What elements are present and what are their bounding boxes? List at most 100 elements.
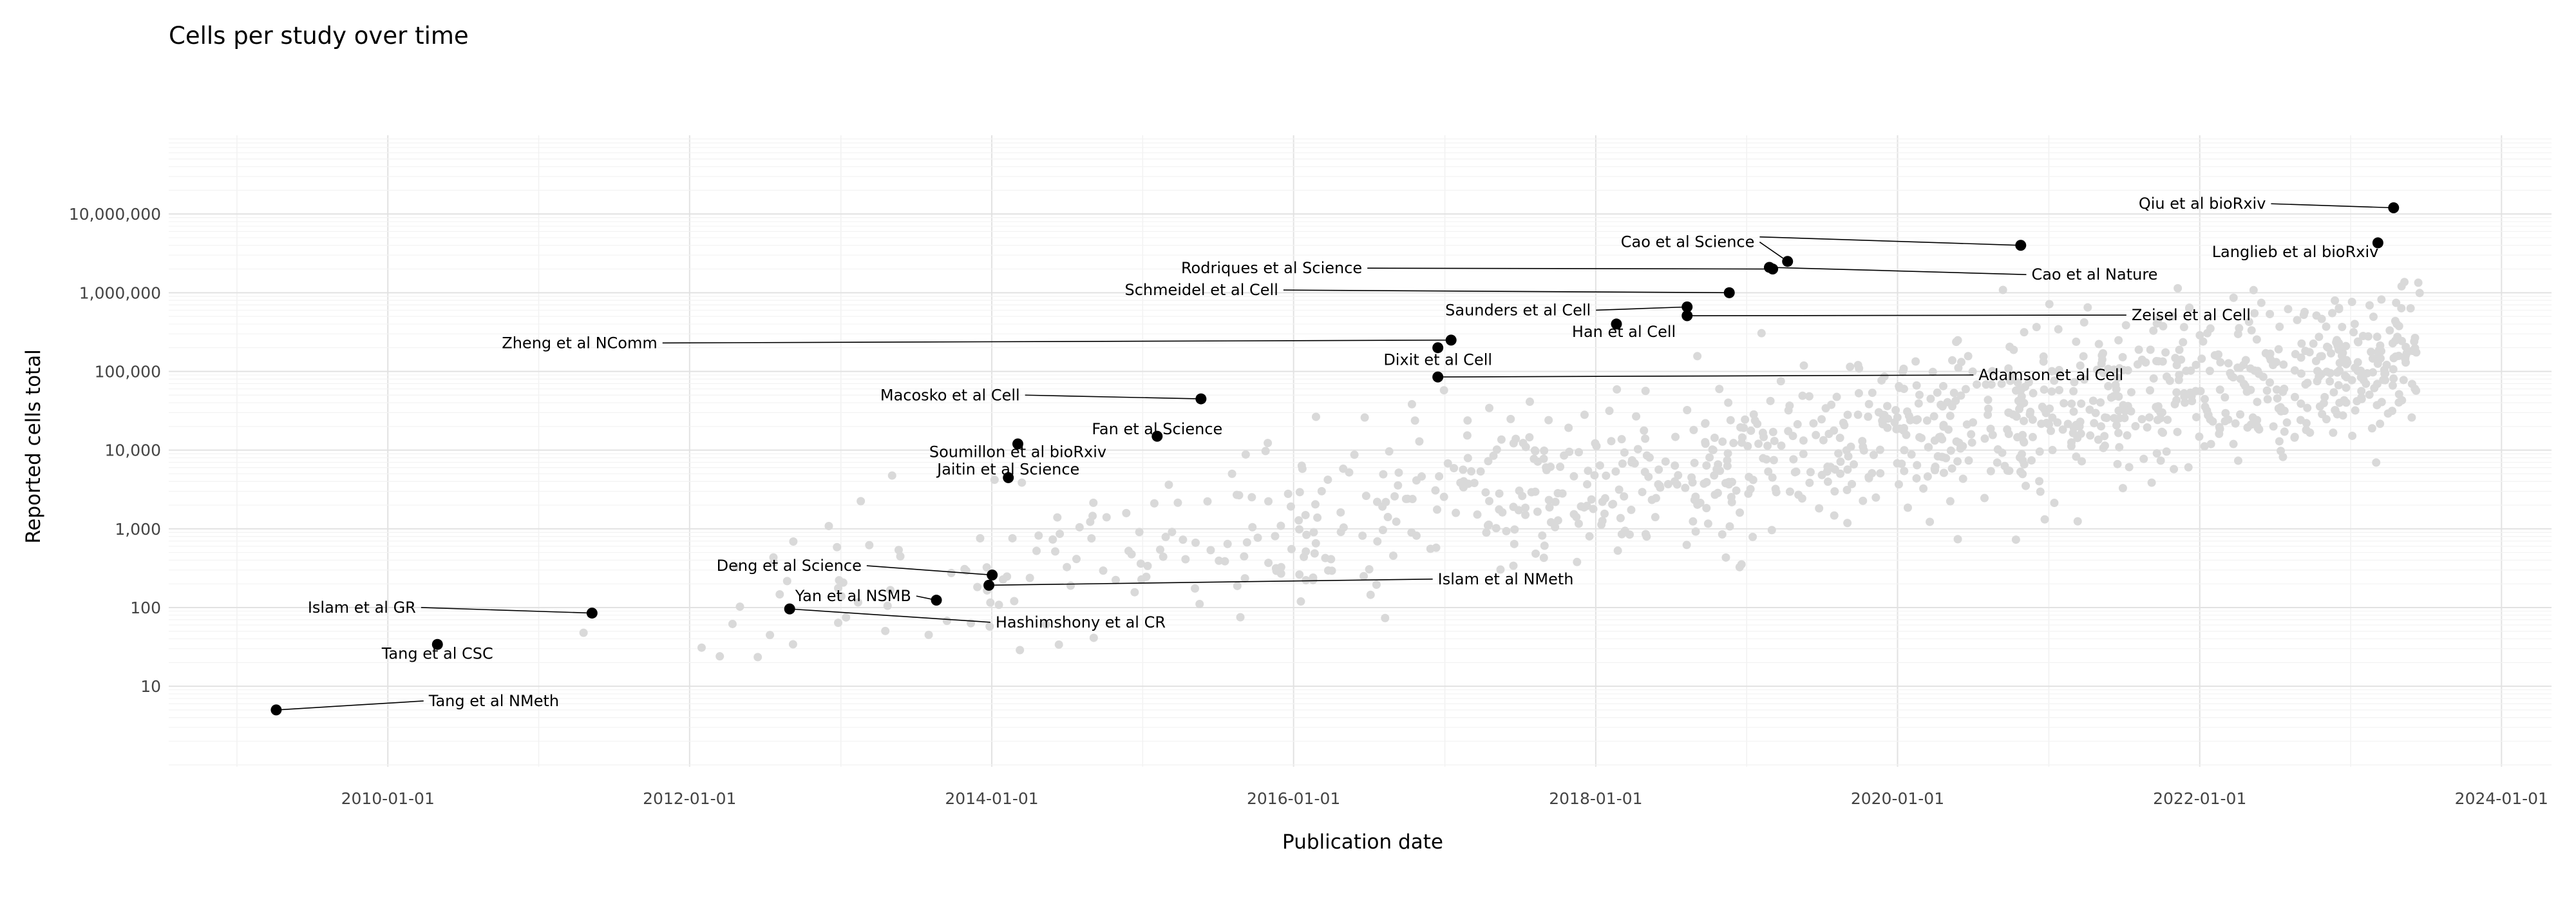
background-point [2210, 350, 2219, 360]
background-point [2326, 369, 2335, 378]
background-point [1689, 517, 1698, 526]
background-point [1911, 357, 1920, 366]
background-point [2137, 415, 2146, 424]
background-point [2069, 428, 2078, 437]
annotation-label: Adamson et al Cell [1978, 366, 2123, 384]
background-point [2253, 367, 2262, 376]
background-point [1764, 467, 1773, 476]
background-point [1008, 533, 1017, 542]
background-point [1933, 388, 1942, 397]
background-point [2104, 365, 2113, 374]
background-point [1848, 479, 1857, 488]
background-point [2215, 385, 2224, 394]
background-point [1533, 507, 1542, 516]
background-point [1732, 486, 1741, 495]
background-point [2154, 357, 2163, 366]
background-point [1072, 555, 1081, 564]
background-point [2195, 331, 2204, 340]
background-point [1276, 569, 1285, 578]
background-point [1793, 420, 1802, 429]
background-point [2252, 335, 2261, 344]
background-point [1967, 438, 1976, 447]
background-point [1087, 534, 1096, 543]
background-point [1235, 491, 1244, 500]
background-point [1892, 425, 1901, 434]
background-point [1877, 376, 1886, 385]
background-point [1701, 419, 1710, 428]
background-point [1754, 439, 1763, 448]
background-point [1573, 557, 1582, 566]
background-point [1715, 385, 1724, 394]
background-point [2206, 415, 2215, 424]
background-point [1739, 423, 1748, 432]
background-point [2221, 417, 2230, 426]
background-point [2257, 298, 2266, 307]
highlighted-point [983, 579, 995, 591]
background-point [1682, 541, 1691, 550]
background-point [2094, 435, 2103, 444]
background-point [1674, 471, 1683, 480]
background-point [2157, 427, 2166, 436]
background-point [2125, 463, 2134, 472]
background-point [1191, 538, 1200, 547]
background-point [2067, 438, 2076, 447]
background-point [1973, 380, 1982, 389]
background-point [2297, 339, 2306, 348]
background-point [2372, 458, 2381, 467]
background-point [1173, 498, 1182, 507]
background-point [1130, 588, 1139, 597]
background-point [1767, 526, 1776, 535]
background-point [1463, 431, 1472, 440]
background-point [1392, 517, 1401, 526]
background-point [1746, 485, 1755, 494]
background-point [2003, 425, 2012, 434]
background-point [1041, 620, 1050, 629]
background-point [1745, 472, 1754, 481]
background-point [2317, 314, 2326, 323]
background-point [1953, 457, 1962, 466]
highlighted-points [270, 202, 2400, 716]
background-point [2399, 376, 2408, 385]
background-point [1919, 484, 1928, 493]
background-point [1951, 396, 1960, 405]
background-point [1164, 480, 1173, 489]
background-point [1864, 399, 1873, 408]
background-point [1868, 389, 1877, 398]
background-point [1799, 361, 1808, 370]
highlighted-point [2372, 237, 2383, 249]
background-point [2003, 466, 2012, 475]
background-point [1595, 461, 1604, 470]
background-point [1884, 414, 1893, 423]
background-point [1264, 559, 1273, 568]
x-tick-label: 2020-01-01 [1851, 789, 1944, 808]
background-point [2231, 419, 2240, 428]
background-point [1401, 494, 1410, 503]
background-point [1915, 390, 1924, 399]
background-point [2273, 394, 2282, 403]
background-point [1276, 521, 1285, 530]
annotation-label: Hashimshony et al CR [996, 613, 1166, 631]
background-point [2280, 385, 2289, 394]
background-point [1830, 426, 1839, 435]
background-point [2365, 390, 2374, 399]
background-point [753, 653, 762, 662]
background-point [1718, 530, 1727, 539]
background-point [1111, 575, 1120, 584]
annotation-label: Zeisel et al Cell [2132, 306, 2251, 324]
background-point [2058, 425, 2067, 434]
background-point [2121, 321, 2130, 330]
background-point [1702, 461, 1711, 470]
background-point [2342, 341, 2351, 350]
background-point [1688, 478, 1697, 487]
background-point [1842, 446, 1851, 455]
background-point [1473, 510, 1482, 519]
background-point [2098, 351, 2107, 360]
y-axis-title: Reported cells total [22, 349, 45, 544]
highlighted-point [1151, 430, 1163, 442]
background-point [2284, 305, 2293, 314]
background-point [2376, 419, 2385, 428]
background-point [1470, 479, 1479, 488]
leader-line [790, 608, 990, 623]
background-point [1608, 500, 1617, 509]
background-point [1702, 477, 1711, 486]
